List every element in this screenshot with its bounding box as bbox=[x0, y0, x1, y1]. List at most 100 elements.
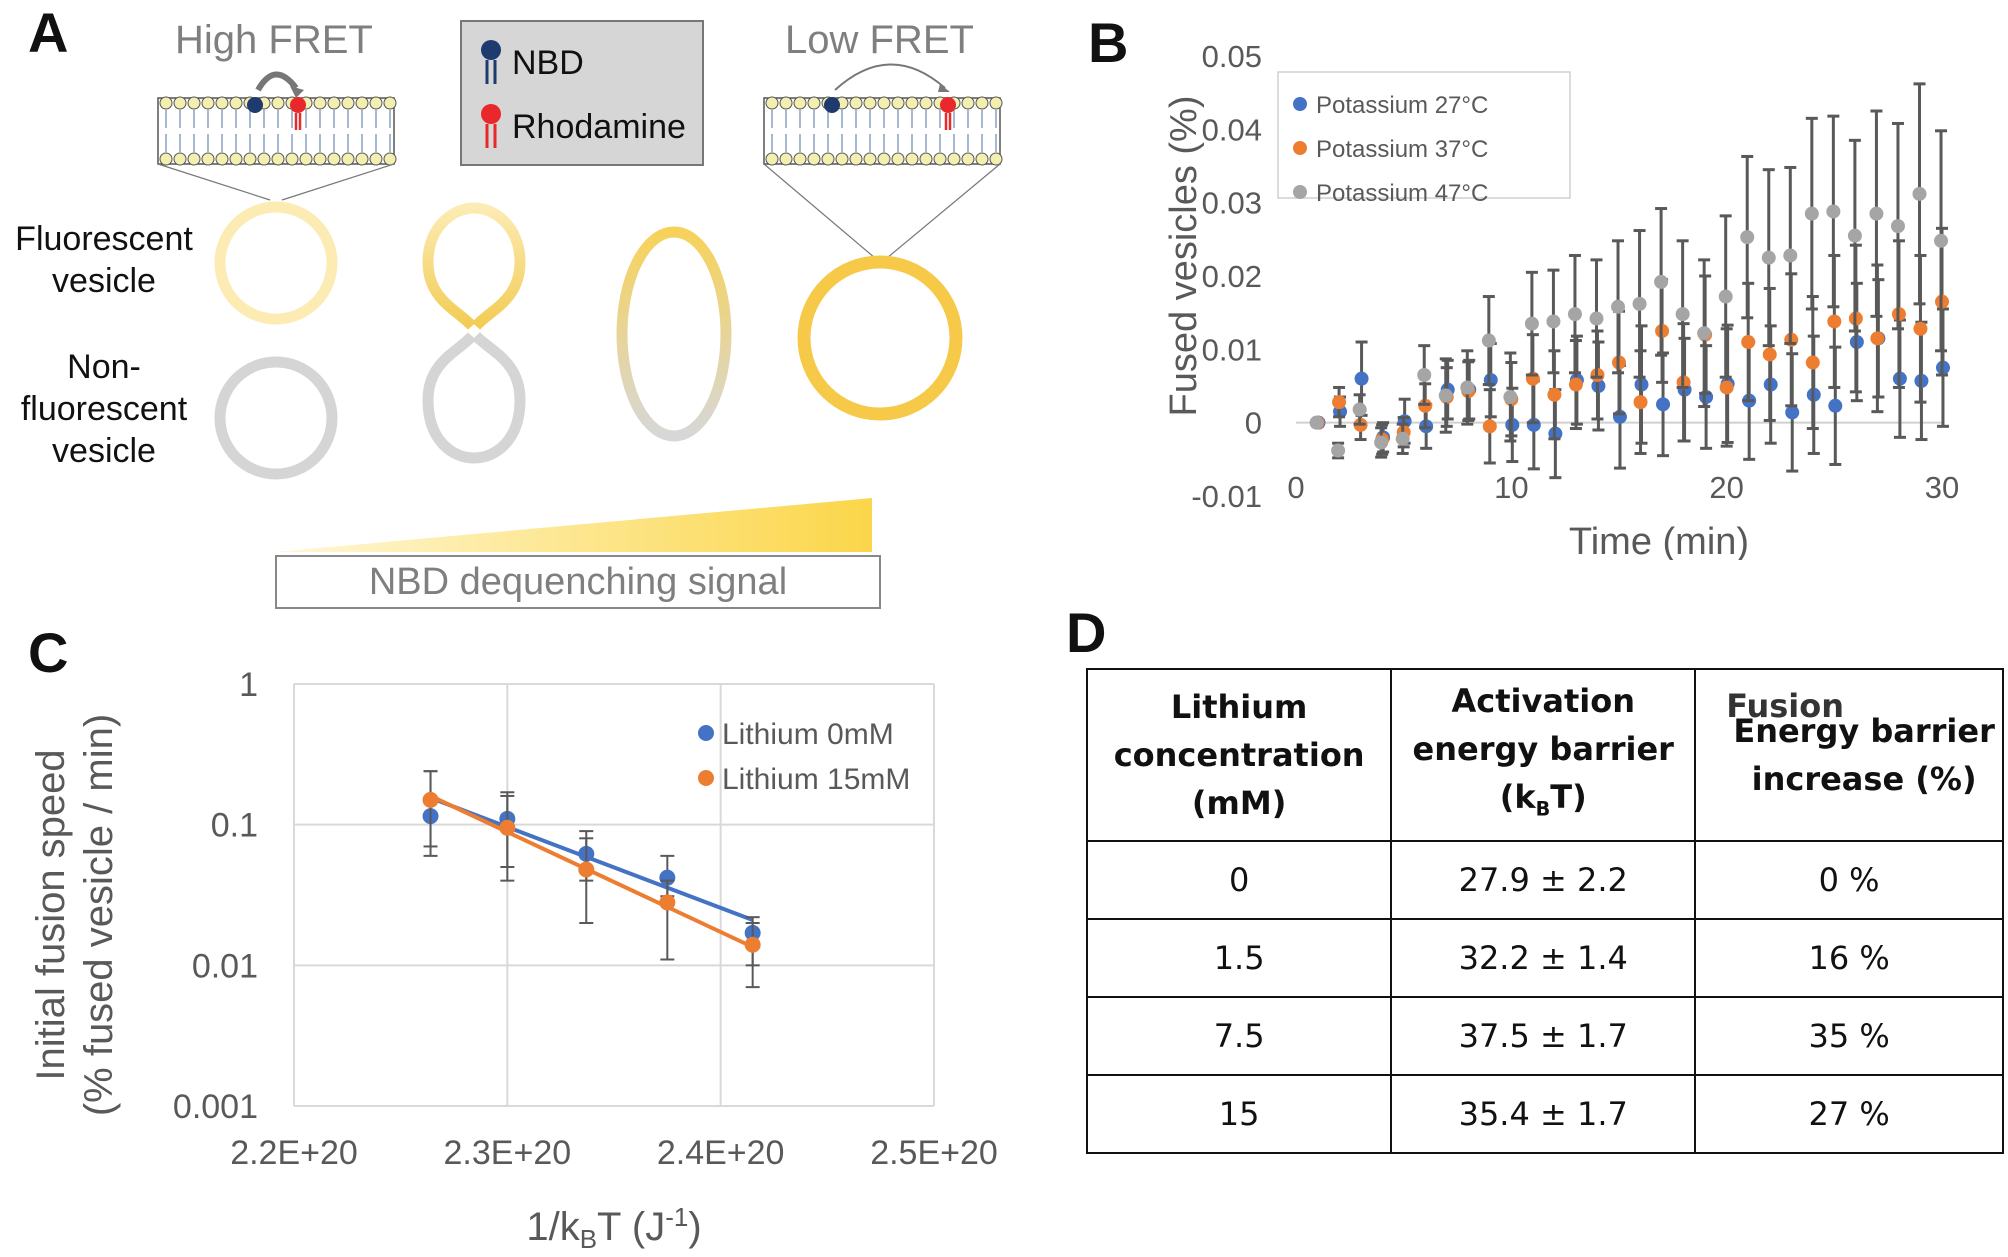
rhodamine-lipid-icon bbox=[481, 104, 501, 148]
legend-marker bbox=[1293, 97, 1307, 111]
data-point bbox=[1332, 395, 1347, 410]
legend-icons bbox=[481, 40, 501, 148]
membrane-low-fret bbox=[763, 63, 1003, 259]
data-point bbox=[1331, 443, 1346, 458]
data-point bbox=[1740, 230, 1755, 245]
panel-a-letter: A bbox=[28, 1, 69, 64]
y-tick-label: 0.04 bbox=[1202, 112, 1262, 147]
data-point bbox=[1567, 307, 1582, 322]
data-point bbox=[1503, 390, 1518, 404]
legend-nbd-label: NBD bbox=[512, 44, 584, 82]
fused-ellipse-vesicle bbox=[616, 226, 732, 442]
data-point bbox=[499, 819, 516, 836]
table-row: 7.5 37.5 ± 1.7 35 % bbox=[1085, 996, 2004, 1076]
legend-box bbox=[1277, 71, 1571, 199]
chart-b-legend: Potassium 27°C Potassium 37°C Potassium 47… bbox=[1277, 71, 1571, 207]
fluorescent-vesicle-label: Fluorescent vesicle bbox=[15, 220, 193, 300]
data-point bbox=[1568, 377, 1583, 392]
data-point bbox=[1870, 331, 1885, 346]
table-cell: 27 % bbox=[1694, 1074, 2004, 1154]
x-tick-label: 20 bbox=[1709, 470, 1743, 505]
y-tick-label: 0.001 bbox=[173, 1088, 258, 1126]
y-tick-label: 0.01 bbox=[1202, 332, 1262, 367]
data-point bbox=[1697, 326, 1712, 341]
data-point bbox=[659, 894, 676, 911]
data-point bbox=[1785, 405, 1800, 420]
data-point bbox=[1934, 233, 1949, 248]
data-point bbox=[1460, 380, 1475, 395]
table-cell: 37.5 ± 1.7 bbox=[1390, 996, 1697, 1076]
table-cell: 15 bbox=[1085, 1074, 1393, 1154]
data-point bbox=[1632, 296, 1647, 311]
x-tick-label: 30 bbox=[1925, 470, 1959, 505]
fluorescent-vesicle bbox=[214, 201, 338, 325]
legend-label: Lithium 0mM bbox=[722, 718, 894, 751]
data-point bbox=[1890, 219, 1905, 234]
legend-marker bbox=[698, 725, 714, 741]
data-point bbox=[1783, 248, 1798, 263]
data-point bbox=[1438, 388, 1453, 403]
data-point bbox=[1354, 371, 1369, 386]
data-point bbox=[1546, 314, 1561, 329]
data-point bbox=[1547, 387, 1562, 402]
legend-marker bbox=[1293, 185, 1307, 199]
legend-label: Potassium 37°C bbox=[1316, 136, 1488, 163]
nbd-lipid-icon bbox=[481, 40, 501, 84]
data-point bbox=[1828, 398, 1843, 413]
fusion-schematic bbox=[157, 63, 1003, 552]
data-point bbox=[744, 936, 761, 953]
data-point bbox=[1633, 395, 1648, 410]
table-cell: 1.5 bbox=[1085, 918, 1393, 998]
x-axis-label: 1/kBT (J-1) bbox=[526, 1202, 701, 1254]
data-point bbox=[1481, 333, 1496, 348]
data-point bbox=[1847, 228, 1862, 243]
chart-b: -0.01 0 0.01 0.02 0.03 0.04 0.05 0 10 20 30 Time (m… bbox=[1163, 39, 1959, 560]
table-cell: 32.2 ± 1.4 bbox=[1390, 918, 1697, 998]
data-point bbox=[1912, 186, 1927, 201]
nonfluorescent-vesicle-label: Non- fluorescent vesicle bbox=[20, 348, 188, 470]
y-tick-label: 1 bbox=[239, 666, 258, 704]
legend-label: Lithium 15mM bbox=[722, 763, 910, 796]
chart-c: 0.001 0.01 0.1 1 2.2E+20 2.3E+20 2.4E+20 2.5E+2… bbox=[29, 666, 998, 1254]
data-point bbox=[659, 869, 676, 886]
high-fret-title: High FRET bbox=[175, 18, 373, 62]
data-point bbox=[1761, 250, 1776, 265]
x-axis-label: Time (min) bbox=[1569, 521, 1749, 560]
legend-marker bbox=[1293, 141, 1307, 155]
legend-label: Potassium 47°C bbox=[1316, 180, 1488, 207]
legend-marker bbox=[698, 770, 714, 786]
data-point bbox=[1913, 321, 1928, 336]
table-row: 15 35.4 ± 1.7 27 % bbox=[1085, 1074, 2004, 1154]
data-point bbox=[1826, 204, 1841, 219]
y-tick-label: 0.05 bbox=[1202, 39, 1262, 74]
y-tick-label: 0.02 bbox=[1202, 259, 1262, 294]
low-fret-title: Low FRET bbox=[785, 18, 974, 62]
fluorophore-legend: NBD Rhodamine bbox=[460, 20, 704, 166]
legend-label: Potassium 27°C bbox=[1316, 92, 1488, 119]
data-point bbox=[1395, 431, 1410, 446]
table-row: 1.5 32.2 ± 1.4 16 % bbox=[1085, 918, 2004, 998]
data-point bbox=[1675, 307, 1690, 322]
data-point bbox=[578, 861, 595, 878]
table-row: 0 27.9 ± 2.2 0 % bbox=[1085, 840, 2004, 920]
data-point bbox=[1309, 415, 1324, 430]
x-tick-label: 0 bbox=[1287, 470, 1304, 505]
header-energy-barrier-increase: Energy barrier increase (%) Fusion bbox=[1694, 668, 2004, 842]
y-tick-label: -0.01 bbox=[1191, 479, 1262, 514]
dequench-wedge bbox=[275, 498, 872, 552]
energy-barrier-table: Lithium concentration (mM) Activation en… bbox=[1085, 668, 2004, 1154]
y-tick-label: 0.1 bbox=[211, 807, 258, 845]
table-cell: 0 % bbox=[1694, 840, 2004, 920]
data-point bbox=[422, 791, 439, 808]
data-point bbox=[1827, 314, 1842, 329]
panel-b-letter: B bbox=[1088, 11, 1129, 74]
x-tick-label: 2.3E+20 bbox=[444, 1134, 572, 1172]
data-point bbox=[1719, 380, 1734, 395]
header-activation-energy: Activation energy barrier (kBT) bbox=[1390, 668, 1697, 842]
table-cell: 35.4 ± 1.7 bbox=[1390, 1074, 1697, 1154]
x-tick-label: 10 bbox=[1494, 470, 1528, 505]
panel-d-letter: D bbox=[1066, 601, 1107, 664]
table-cell: 0 bbox=[1085, 840, 1393, 920]
data-point bbox=[1374, 435, 1389, 450]
data-point bbox=[1718, 289, 1733, 304]
